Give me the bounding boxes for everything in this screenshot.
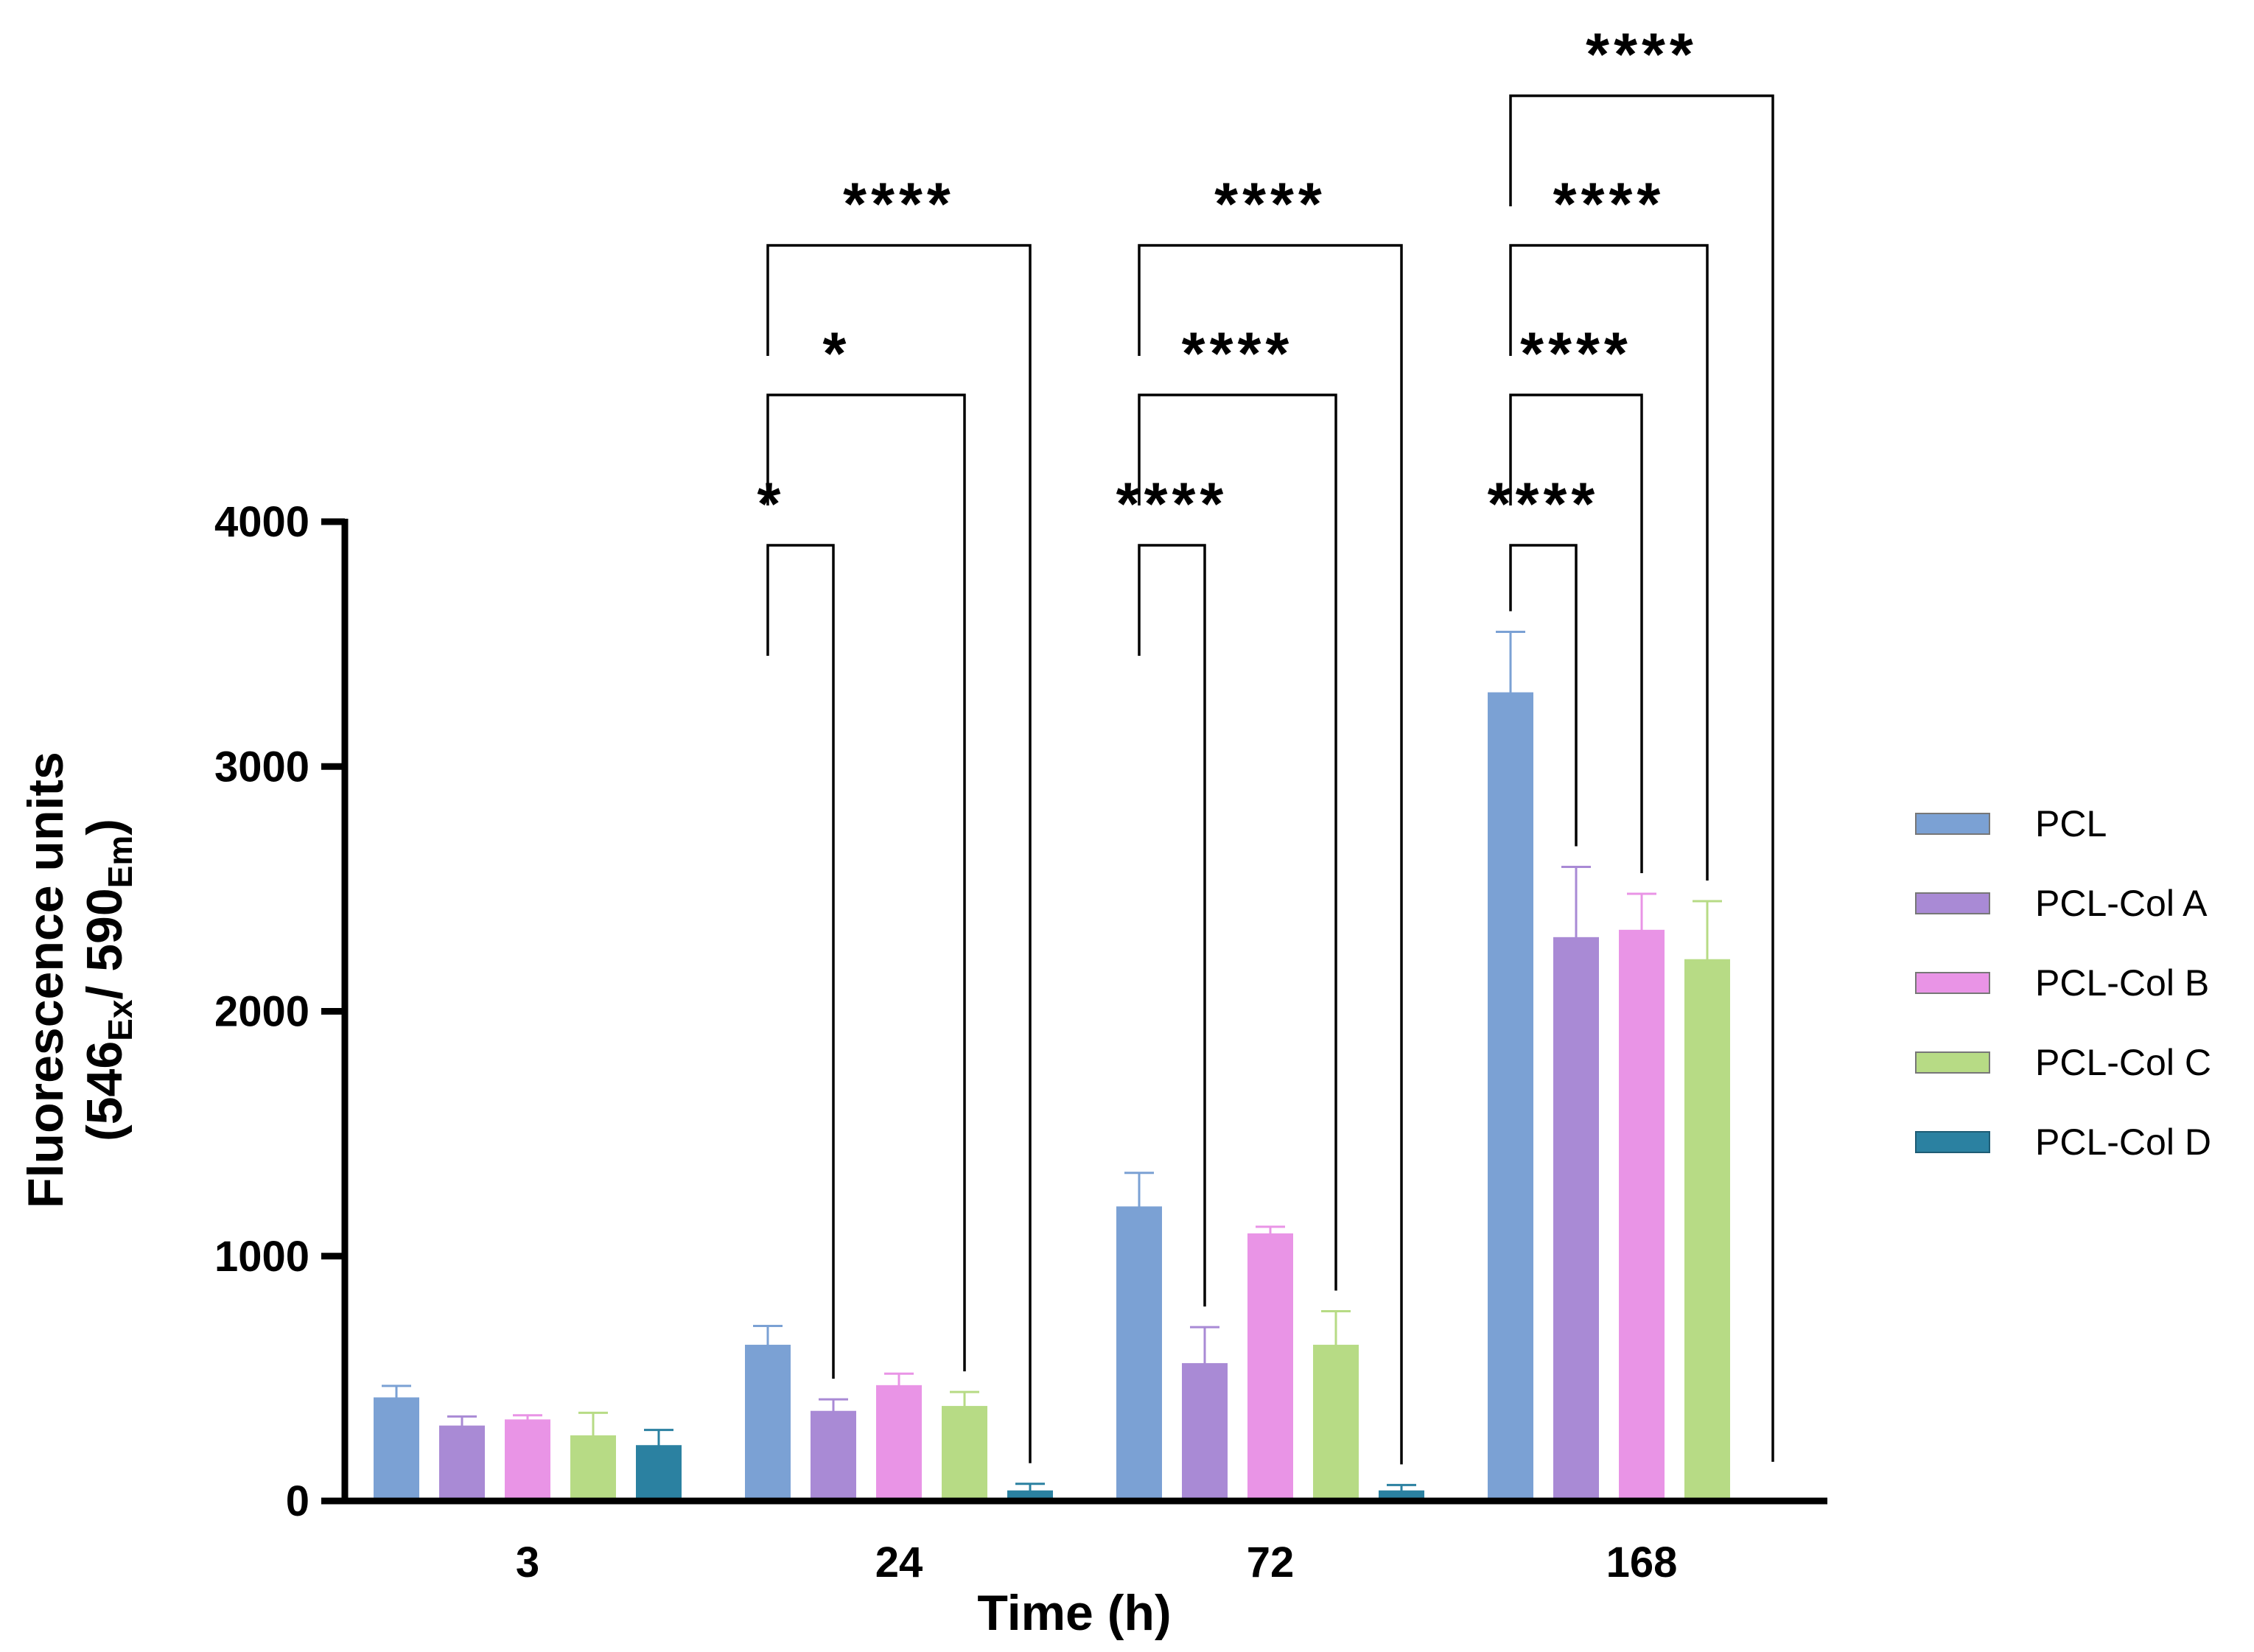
y-tick-label: 1000 xyxy=(214,1233,309,1281)
bar-pcl-col-c-3h xyxy=(570,1435,616,1502)
significance-label: * xyxy=(757,471,785,538)
y-axis-title-line1: Fluorescence units xyxy=(18,752,74,1208)
legend-swatch-pcl-col-d xyxy=(1915,1131,1990,1153)
significance-bracket xyxy=(1138,544,1206,1307)
legend-label: PCL-Col A xyxy=(2035,883,2208,924)
x-tick-label: 168 xyxy=(1606,1539,1678,1586)
significance-label: **** xyxy=(1488,471,1600,538)
bar-pcl-col-b-72h xyxy=(1247,1233,1293,1502)
y-tick-label: 0 xyxy=(286,1477,309,1525)
axes-layer: 0 1000 2000 3000 4000 3 24 72 168 xyxy=(214,498,1827,1586)
y-title-mid: / 590 xyxy=(77,888,133,999)
bar-pcl-col-a-72h xyxy=(1182,1362,1228,1502)
bar-pcl-24h xyxy=(745,1345,791,1502)
x-tick-label: 24 xyxy=(875,1539,923,1586)
legend-swatch-pcl xyxy=(1915,813,1990,835)
significance-bracket xyxy=(1509,393,1643,874)
x-axis-title: Time (h) xyxy=(977,1585,1171,1641)
significance-bracket xyxy=(766,544,835,1379)
legend-swatch-pcl-col-b xyxy=(1915,972,1990,994)
bar-pcl-col-c-24h xyxy=(942,1406,987,1502)
significance-label: **** xyxy=(1116,471,1228,538)
bar-pcl-72h xyxy=(1116,1206,1162,1502)
significance-layer: ********************************** xyxy=(757,21,1774,1465)
bar-pcl-3h xyxy=(374,1397,419,1502)
legend-label: PCL-Col B xyxy=(2035,962,2209,1004)
significance-bracket xyxy=(1509,544,1578,847)
legend-swatch-pcl-col-c xyxy=(1915,1051,1990,1074)
bar-pcl-col-d-3h xyxy=(636,1445,682,1502)
legend-label: PCL-Col D xyxy=(2035,1121,2211,1163)
bar-pcl-col-b-24h xyxy=(876,1385,922,1502)
y-tick-label: 2000 xyxy=(214,988,309,1036)
legend-label: PCL xyxy=(2035,803,2107,844)
x-tick-label: 72 xyxy=(1247,1539,1295,1586)
y-tick-label: 3000 xyxy=(214,743,309,791)
significance-label: **** xyxy=(1586,21,1698,88)
bars-layer xyxy=(374,631,1730,1502)
significance-bracket xyxy=(1138,393,1337,1291)
significance-label: **** xyxy=(843,171,955,238)
y-title-close: ) xyxy=(77,819,133,836)
y-axis-title-line2: (546Ex/ 590Em) xyxy=(77,819,139,1141)
legend-swatch-pcl-col-a xyxy=(1915,892,1990,914)
bar-pcl-col-a-168h xyxy=(1553,937,1599,1502)
y-title-open: (546 xyxy=(77,1041,133,1141)
significance-bracket xyxy=(1509,244,1709,881)
x-tick-label: 3 xyxy=(516,1539,539,1586)
significance-label: **** xyxy=(1182,321,1294,388)
bar-pcl-col-a-3h xyxy=(439,1425,485,1502)
significance-bracket xyxy=(1509,94,1774,1462)
legend: PCL PCL-Col A PCL-Col B PCL-Col C PCL-Col D xyxy=(1915,803,2211,1163)
bar-pcl-col-c-168h xyxy=(1684,959,1730,1502)
significance-label: **** xyxy=(1520,321,1632,388)
y-title-sub-em: Em xyxy=(101,836,139,889)
bar-pcl-col-c-72h xyxy=(1313,1345,1359,1502)
bar-pcl-col-b-3h xyxy=(505,1419,550,1502)
significance-bracket xyxy=(766,244,1032,1463)
y-axis-title: Fluorescence units (546Ex/ 590Em) xyxy=(18,752,139,1208)
legend-label: PCL-Col C xyxy=(2035,1042,2211,1083)
bar-pcl-col-b-168h xyxy=(1619,929,1665,1502)
bar-pcl-col-a-24h xyxy=(811,1410,856,1502)
y-title-sub-ex: Ex xyxy=(101,999,139,1041)
y-tick-label: 4000 xyxy=(214,498,309,546)
significance-label: **** xyxy=(1553,171,1665,238)
bar-pcl-168h xyxy=(1488,692,1533,1502)
significance-bracket xyxy=(766,393,966,1372)
significance-label: **** xyxy=(1214,171,1326,238)
significance-bracket xyxy=(1138,244,1403,1465)
significance-label: * xyxy=(823,321,851,388)
